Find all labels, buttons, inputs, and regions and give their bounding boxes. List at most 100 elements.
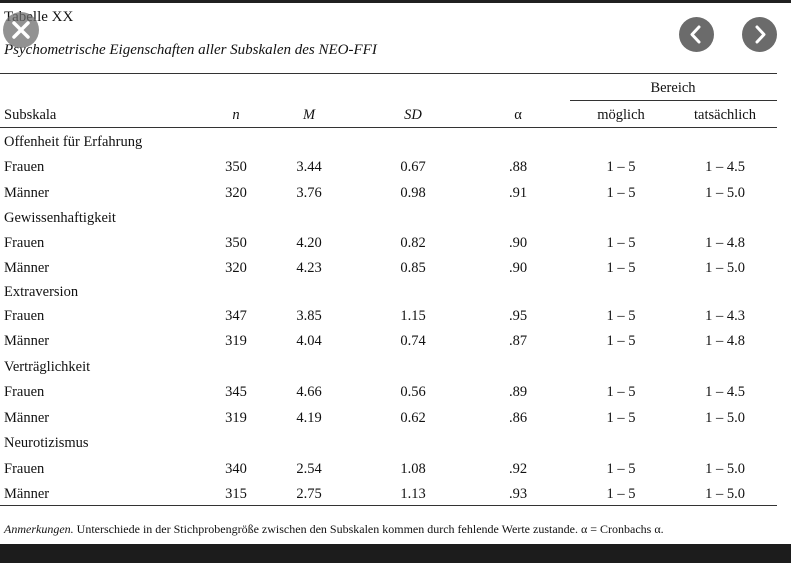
cell-tatsaechlich: 1 – 4.8 [705,235,745,251]
cell-tatsaechlich: 1 – 4.8 [705,333,745,349]
chevron-right-icon [755,25,766,44]
cell-tatsaechlich: 1 – 4.3 [705,308,745,324]
cell-sd: 0.62 [400,410,426,426]
header-sd: SD [404,107,422,123]
cell-alpha: .92 [508,461,528,477]
cell-moeglich: 1 – 5 [606,333,636,349]
group-heading: Neurotizismus [4,435,89,451]
cell-alpha: .91 [508,185,528,201]
cell-moeglich: 1 – 5 [606,308,636,324]
row-label: Männer [4,185,50,201]
cell-moeglich: 1 – 5 [606,159,636,175]
row-label: Männer [4,333,50,349]
row-label: Männer [4,260,50,276]
table-subtitle: Psychometrische Eigenschaften aller Subs… [4,42,377,58]
cell-m: 3.85 [296,308,322,324]
cell-alpha: .87 [508,333,528,349]
cell-sd: 0.74 [400,333,426,349]
viewer-bottom-bar [0,544,791,563]
cell-m: 4.23 [296,260,322,276]
cell-moeglich: 1 – 5 [606,185,636,201]
cell-n: 320 [225,260,247,276]
header-alpha: α [514,107,522,123]
cell-n: 320 [225,185,247,201]
cell-sd: 0.67 [400,159,426,175]
bereich-rule [570,100,777,101]
cell-m: 2.75 [296,486,322,502]
cell-sd: 1.13 [400,486,426,502]
header-bereich: Bereich [650,80,696,96]
cell-sd: 0.85 [400,260,426,276]
table-note: Anmerkungen. Unterschiede in der Stichpr… [4,522,664,537]
cell-tatsaechlich: 1 – 5.0 [705,260,745,276]
cell-sd: 0.98 [400,185,426,201]
cell-m: 3.44 [296,159,322,175]
cell-alpha: .86 [508,410,528,426]
cell-sd: 0.82 [400,235,426,251]
cell-n: 319 [225,333,247,349]
close-button[interactable] [3,12,39,48]
viewer-top-bar [0,0,791,3]
cell-tatsaechlich: 1 – 4.5 [705,159,745,175]
cell-n: 345 [225,384,247,400]
group-heading: Verträglichkeit [4,359,91,375]
cell-m: 4.66 [296,384,322,400]
header-n: n [232,107,240,123]
cell-n: 315 [225,486,247,502]
group-heading: Gewissenhaftigkeit [4,210,116,226]
next-button[interactable] [742,17,777,52]
cell-alpha: .90 [508,260,528,276]
note-lead: Anmerkungen. [4,522,74,536]
cell-m: 2.54 [296,461,322,477]
cell-moeglich: 1 – 5 [606,461,636,477]
header-subskala: Subskala [4,107,57,123]
header-tatsaechlich: tatsächlich [693,107,757,123]
cell-tatsaechlich: 1 – 5.0 [705,461,745,477]
row-label: Männer [4,486,50,502]
cell-sd: 0.56 [400,384,426,400]
cell-alpha: .89 [508,384,528,400]
cell-m: 4.19 [296,410,322,426]
cell-m: 3.76 [296,185,322,201]
cell-moeglich: 1 – 5 [606,260,636,276]
previous-button[interactable] [679,17,714,52]
cell-alpha: .90 [508,235,528,251]
cell-sd: 1.08 [400,461,426,477]
row-label: Frauen [4,308,45,324]
bottom-rule [0,505,777,506]
row-label: Männer [4,410,50,426]
group-heading: Extraversion [4,284,79,300]
table-sheet: Tabelle XX Psychometrische Eigenschaften… [0,3,791,544]
cell-tatsaechlich: 1 – 5.0 [705,185,745,201]
cell-moeglich: 1 – 5 [606,486,636,502]
header-m: M [302,107,316,123]
cell-m: 4.20 [296,235,322,251]
row-label: Frauen [4,159,45,175]
chevron-left-icon [690,25,701,44]
cell-n: 347 [225,308,247,324]
cell-n: 350 [225,235,247,251]
cell-tatsaechlich: 1 – 5.0 [705,410,745,426]
cell-moeglich: 1 – 5 [606,384,636,400]
header-rule [0,127,777,128]
cell-tatsaechlich: 1 – 5.0 [705,486,745,502]
note-text: Unterschiede in der Stichprobengröße zwi… [73,522,664,536]
header-moeglich: möglich [597,107,645,123]
cell-alpha: .93 [508,486,528,502]
cell-tatsaechlich: 1 – 4.5 [705,384,745,400]
row-label: Frauen [4,235,45,251]
cell-n: 319 [225,410,247,426]
cell-moeglich: 1 – 5 [606,410,636,426]
row-label: Frauen [4,461,45,477]
close-icon [12,21,30,39]
top-rule [0,73,777,74]
cell-n: 340 [225,461,247,477]
cell-sd: 1.15 [400,308,426,324]
cell-alpha: .95 [508,308,528,324]
cell-m: 4.04 [296,333,322,349]
group-heading: Offenheit für Erfahrung [4,134,143,150]
cell-alpha: .88 [508,159,528,175]
cell-moeglich: 1 – 5 [606,235,636,251]
row-label: Frauen [4,384,45,400]
cell-n: 350 [225,159,247,175]
